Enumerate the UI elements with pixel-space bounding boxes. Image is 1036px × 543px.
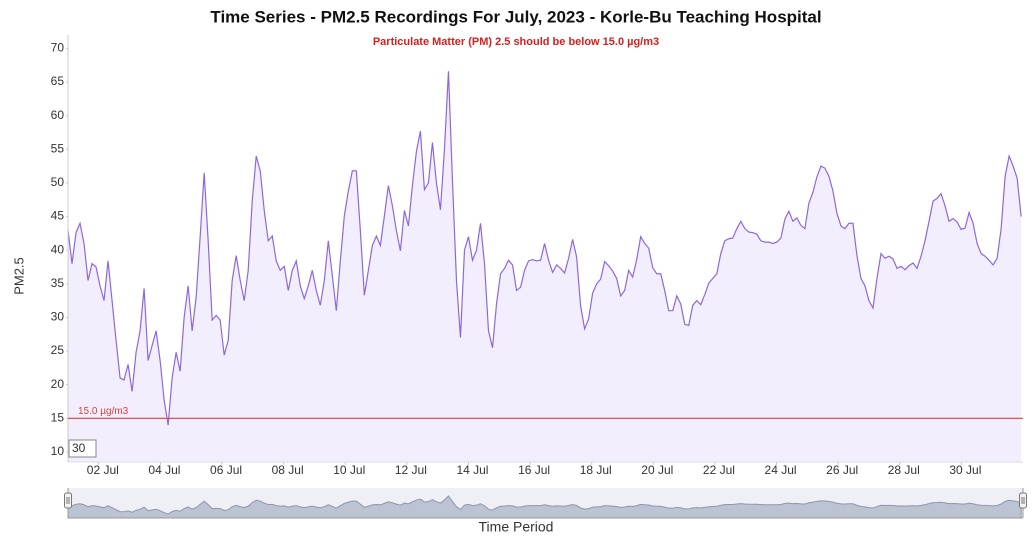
rolling-period-box [68,439,97,458]
x-tick-label: 02 Jul [87,463,119,477]
x-tick-label: 28 Jul [888,463,920,477]
y-tick-label: 30 [51,310,65,324]
navigator-handle[interactable] [64,492,72,509]
y-tick-label: 55 [51,141,65,155]
series-area [68,71,1022,462]
x-tick-label: 12 Jul [395,463,427,477]
y-tick-label: 25 [51,343,65,357]
x-tick-label: 16 Jul [518,463,550,477]
x-tick-label: 22 Jul [703,463,735,477]
y-tick-label: 70 [51,41,65,55]
y-tick-label: 50 [51,175,65,189]
y-tick-label: 60 [51,108,65,122]
rolling-period: 30 [72,441,86,455]
x-tick-label: 26 Jul [826,463,858,477]
x-tick-label: 06 Jul [210,463,242,477]
chart-title: Time Series - PM2.5 Recordings For July,… [210,7,821,26]
y-tick-label: 65 [51,74,65,88]
y-tick-label: 20 [51,377,65,391]
x-tick-label: 24 Jul [765,463,797,477]
y-tick-label: 45 [51,209,65,223]
navigator-handle[interactable] [1019,492,1027,509]
y-tick-label: 15 [51,410,65,424]
series-line [67,71,1022,426]
x-tick-label: 30 Jul [949,463,981,477]
y-axis-label: PM2.5 [11,257,26,295]
y-tick-label: 40 [51,242,65,256]
x-tick-label: 20 Jul [641,463,673,477]
x-tick-label: 18 Jul [580,463,612,477]
y-tick-label: 10 [51,444,65,458]
x-tick-label: 10 Jul [333,463,365,477]
x-tick-label: 08 Jul [272,463,304,477]
chart-subtitle: Particulate Matter (PM) 2.5 should be be… [373,36,659,48]
x-tick-label: 04 Jul [148,463,180,477]
threshold-label: 15.0 µg/m3 [78,406,129,417]
x-axis-label: Time Period [479,519,554,535]
x-tick-label: 14 Jul [456,463,488,477]
y-tick-label: 35 [51,276,65,290]
navigator-series [67,495,1022,519]
